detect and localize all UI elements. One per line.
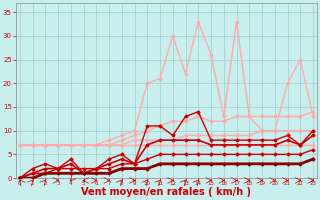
X-axis label: Vent moyen/en rafales ( km/h ): Vent moyen/en rafales ( km/h ) xyxy=(81,187,252,197)
